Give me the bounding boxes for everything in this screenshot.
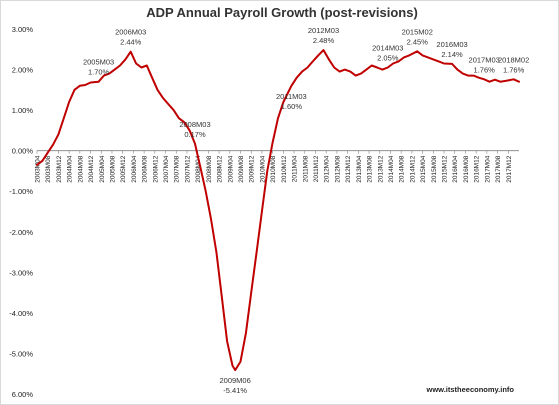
x-axis (36, 150, 519, 154)
source-note: www.itstheeconomy.info (425, 385, 514, 394)
annotation-value: 1.70% (88, 68, 110, 77)
x-tick-label: 2003M08 (45, 155, 52, 182)
x-tick-label: 2011M12 (313, 155, 320, 182)
annotation-value: 2.05% (377, 54, 399, 63)
x-tick-label: 2009M12 (249, 155, 256, 182)
annotation-date: 2009M06 (220, 376, 251, 385)
y-tick-label: 2.00% (12, 66, 34, 75)
x-tick-label: 2017M12 (506, 155, 513, 182)
x-tick-label: 2016M08 (463, 155, 470, 182)
x-tick-label: 2007M04 (163, 155, 170, 182)
x-tick-label: 2010M04 (259, 155, 266, 182)
y-tick-label: 1.00% (12, 106, 34, 115)
x-tick-label: 2016M12 (474, 155, 481, 182)
x-tick-label: 2017M04 (484, 155, 491, 182)
annotation-date: 2011M03 (276, 92, 307, 101)
x-tick-label: 2009M08 (238, 155, 245, 182)
series-line (36, 49, 520, 372)
x-tick-label: 2006M04 (131, 155, 138, 182)
x-tick-label: 2011M08 (302, 155, 309, 182)
annotation-date: 2015M02 (402, 27, 433, 36)
x-tick-label: 2005M04 (99, 155, 106, 182)
x-tick-label: 2012M12 (345, 155, 352, 182)
x-tick-label: 2005M08 (109, 155, 116, 182)
x-tick-label: 2008M12 (217, 155, 224, 182)
x-tick-label: 2013M12 (377, 155, 384, 182)
annotation-date: 2017M03 (469, 55, 500, 64)
x-tick-label: 2010M12 (281, 155, 288, 182)
annotation-value: 2.14% (441, 50, 463, 59)
chart-title: ADP Annual Payroll Growth (post-revision… (146, 5, 418, 20)
annotation-value: 0.17% (184, 130, 206, 139)
x-tick-label: 2005M12 (120, 155, 127, 182)
x-tick-label: 2008M08 (206, 155, 213, 182)
annotation-value: 2.45% (407, 37, 429, 46)
annotation-date: 2016M03 (436, 40, 467, 49)
x-tick-label: 2004M12 (88, 155, 95, 182)
x-tick-label: 2012M04 (324, 155, 331, 182)
annotation-date: 2012M03 (308, 26, 339, 35)
annotation-date: 2006M03 (115, 28, 146, 37)
y-tick-label: 6.00% (12, 390, 34, 399)
annotation-value: -5.41% (223, 386, 247, 395)
x-tick-label: 2011M04 (292, 155, 299, 182)
annotation-date: 2018M02 (498, 55, 529, 64)
x-tick-label: 2015M12 (442, 155, 449, 182)
x-tick-label: 2014M12 (409, 155, 416, 182)
x-tick-label: 2009M04 (227, 155, 234, 182)
x-tick-label: 2007M12 (184, 155, 191, 182)
y-tick-label: 0.00% (12, 147, 34, 156)
x-tick-label: 2007M08 (174, 155, 181, 182)
y-tick-label: -3.00% (9, 268, 33, 277)
y-tick-label: -2.00% (9, 228, 33, 237)
y-axis: 6.00% -5.00% -4.00% -3.00% -2.00% -1.00% 0.00%… (9, 25, 33, 399)
x-tick-label: 2017M08 (495, 155, 502, 182)
annotation-value: 1.60% (281, 102, 303, 111)
annotation-value: 1.76% (503, 65, 525, 74)
x-tick-label: 2013M08 (367, 155, 374, 182)
x-tick-label: 2010M08 (270, 155, 277, 182)
x-tick-label: 2014M04 (388, 155, 395, 182)
x-tick-labels: 2003M04 2003M08 2003M12 2004M04 2004M08 2004M… (35, 155, 513, 182)
x-tick-label: 2016M04 (452, 155, 459, 182)
x-tick-label: 2004M08 (77, 155, 84, 182)
y-tick-label: 3.00% (12, 25, 34, 34)
x-tick-label: 2012M08 (334, 155, 341, 182)
x-tick-label: 2015M08 (431, 155, 438, 182)
annotation-date: 2008M03 (179, 120, 210, 129)
annotation-value: 1.76% (474, 65, 496, 74)
x-tick-label: 2006M08 (142, 155, 149, 182)
x-tick-label: 2003M12 (56, 155, 63, 182)
y-tick-label: -1.00% (9, 187, 33, 196)
x-tick-label: 2008M04 (195, 155, 202, 182)
annotation-value: 2.48% (313, 36, 335, 45)
series-layer (36, 49, 520, 372)
y-tick-label: -5.00% (9, 349, 33, 358)
y-tick-label: -4.00% (9, 309, 33, 318)
x-tick-label: 2013M04 (356, 155, 363, 182)
x-tick-label: 2004M04 (67, 155, 74, 182)
x-tick-label: 2014M08 (399, 155, 406, 182)
x-tick-label: 2003M04 (35, 155, 42, 182)
x-tick-label: 2015M04 (420, 155, 427, 182)
annotation-date: 2005M03 (83, 58, 114, 67)
annotation-value: 2.44% (120, 38, 142, 47)
x-tick-label: 2006M12 (152, 155, 159, 182)
annotation-date: 2014M03 (372, 44, 403, 53)
